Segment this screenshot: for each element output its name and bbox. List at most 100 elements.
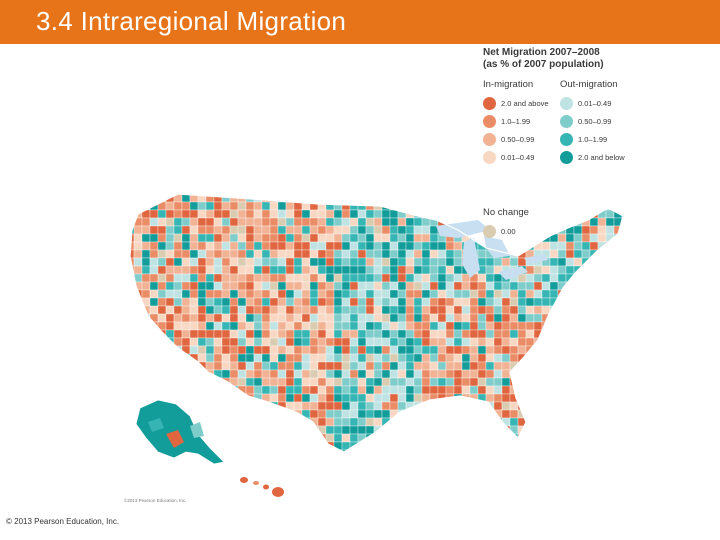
county-cell [118,274,126,282]
county-cell [613,361,623,371]
county-cell [229,201,239,211]
county-cell [349,241,359,251]
county-cell [229,337,239,347]
county-cell [293,241,303,251]
county-cell [413,313,423,323]
county-cell [365,385,375,395]
county-cell [597,433,607,443]
county-cell [613,377,623,387]
county-cell [277,249,287,259]
county-cell [397,417,407,427]
county-cell [341,225,351,235]
county-cell [130,233,135,243]
county-cell [397,401,407,411]
county-cell [413,417,423,427]
county-cell [293,233,303,243]
county-cell [621,409,623,419]
county-cell [445,441,455,451]
county-cell [357,449,367,452]
county-cell [405,441,415,451]
county-cell [309,345,319,355]
county-cell [429,209,439,219]
county-cell [461,353,471,363]
county-cell [405,194,415,195]
county-cell [237,321,247,331]
county-cell [413,441,423,451]
county-cell [557,449,567,452]
county-cell [550,458,558,466]
county-cell [573,305,583,315]
county-cell [430,458,438,466]
county-cell [253,225,263,235]
county-cell [373,233,383,243]
county-cell [277,265,287,275]
county-cell [181,305,191,315]
county-cell [229,361,239,371]
county-cell [389,441,399,451]
county-cell [213,425,223,435]
county-cell [118,266,126,274]
county-cell [453,289,463,299]
county-cell [405,201,415,211]
county-cell [405,289,415,299]
county-cell [341,401,351,411]
county-cell [525,377,535,387]
county-cell [349,217,359,227]
county-cell [437,433,447,443]
county-cell [461,385,471,395]
county-cell [189,313,199,323]
county-cell [181,393,191,403]
county-cell [341,385,351,395]
county-cell [149,257,159,267]
county-cell [333,233,343,243]
county-cell [181,337,191,347]
county-cell [493,433,503,443]
county-cell [373,241,383,251]
county-cell [365,194,375,203]
great-lake [498,266,528,280]
county-cell [221,393,231,403]
county-cell [397,337,407,347]
county-cell [621,449,623,452]
county-cell [533,433,543,443]
county-cell [389,321,399,331]
county-cell [445,425,455,435]
county-cell [357,194,367,203]
county-cell [373,289,383,299]
county-cell [261,249,271,259]
county-cell [317,194,327,203]
county-cell [381,337,391,347]
county-cell [565,337,575,347]
county-cell [389,297,399,307]
county-cell [365,401,375,411]
county-cell [533,194,543,203]
county-cell [397,241,407,251]
county-cell [118,282,126,290]
county-cell [582,458,590,466]
county-cell [181,385,191,395]
county-cell [118,346,126,354]
legend-label: 2.0 and below [578,152,625,162]
county-cell [333,369,343,379]
county-cell [533,377,543,387]
county-cell [130,313,135,323]
county-cell [470,458,478,466]
county-cell [205,265,215,275]
county-cell [605,449,615,452]
county-cell [317,194,327,195]
county-cell [149,369,159,379]
county-cell [269,337,279,347]
county-cell [229,281,239,291]
county-cell [373,194,383,203]
county-cell [397,281,407,291]
county-cell [365,377,375,387]
county-cell [477,377,487,387]
county-cell [477,385,487,395]
county-cell [237,345,247,355]
county-cell [245,337,255,347]
county-cell [293,425,303,435]
county-cell [621,289,623,299]
county-cell [205,194,215,203]
county-cell [621,353,623,363]
county-cell [349,305,359,315]
